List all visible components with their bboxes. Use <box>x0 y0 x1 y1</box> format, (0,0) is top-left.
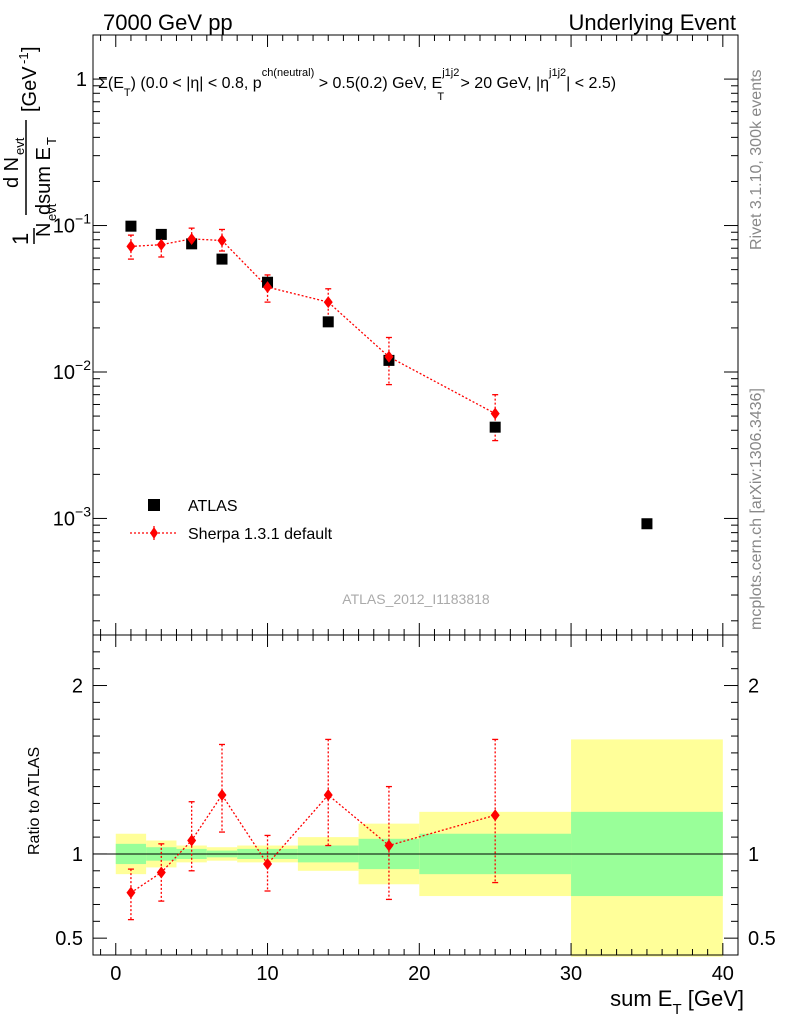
ratio-y-tick-label-right: 2 <box>748 676 759 698</box>
legend-sherpa-label: Sherpa 1.3.1 default <box>188 526 333 543</box>
top-y-tick-label: 10−2 <box>53 357 91 384</box>
sherpa-point <box>187 232 197 245</box>
ratio-axes: 0.5 0.51 12 20 10 20 30 40 <box>55 634 776 985</box>
svg-text:N: N <box>33 223 55 237</box>
ratio-y-tick-label-right: 1 <box>748 844 759 866</box>
top-data <box>125 220 653 530</box>
ratio-sherpa-point <box>156 866 166 879</box>
svg-text:dsum E: dsum E <box>33 147 55 215</box>
ratio-y-tick-label-left: 2 <box>72 676 83 698</box>
ratio-sherpa-point <box>187 834 197 847</box>
sherpa-point <box>217 234 227 247</box>
ratio-sherpa-point <box>384 839 394 852</box>
legend-atlas-marker <box>148 499 160 511</box>
ratio-sherpa-point <box>126 886 136 899</box>
svg-text:-1: -1 <box>16 52 31 64</box>
legend-sherpa-marker <box>150 527 158 539</box>
header-right: Underlying Event <box>568 10 736 35</box>
ratio-ylabel: Ratio to ATLAS <box>26 747 43 855</box>
top-frame <box>92 34 739 636</box>
atlas-point <box>322 316 334 328</box>
x-tick-label: 10 <box>256 963 278 985</box>
ratio-y-tick-label-right: 0.5 <box>748 928 776 950</box>
atlas-point <box>155 228 167 240</box>
x-axis-label: sum ET [GeV] <box>610 986 744 1018</box>
ratio-sherpa-line <box>130 793 496 894</box>
ratio-data <box>126 738 500 921</box>
sherpa-line <box>130 238 496 415</box>
x-tick-label: 30 <box>560 963 582 985</box>
atlas-point <box>216 253 228 265</box>
svg-text:d N: d N <box>1 157 23 188</box>
x-tick-label: 40 <box>712 963 734 985</box>
ratio-sherpa-point <box>490 809 500 822</box>
atlas-point <box>641 518 653 530</box>
sherpa-point <box>263 281 273 294</box>
ratio-sherpa-point <box>263 858 273 871</box>
top-axes: 1 10−1 10−2 10−3 <box>53 34 739 636</box>
svg-text:evt: evt <box>44 203 59 221</box>
legend: ATLAS Sherpa 1.3.1 default <box>130 498 333 543</box>
sherpa-point <box>323 296 333 309</box>
ratio-y-tick-label-left: 1 <box>72 844 83 866</box>
svg-text:]: ] <box>19 46 41 52</box>
header-left: 7000 GeV pp <box>103 10 233 35</box>
sherpa-point <box>126 240 136 253</box>
rivet-label: Rivet 3.1.10, 300k events <box>748 69 765 250</box>
svg-text:evt: evt <box>12 137 27 155</box>
ratio-sherpa-point <box>323 789 333 801</box>
top-y-tick-label: 10−3 <box>53 503 91 530</box>
mcplots-label: mcplots.cern.ch [arXiv:1306.3436] <box>748 388 765 630</box>
atlas-point <box>125 220 137 232</box>
x-tick-label: 0 <box>110 963 121 985</box>
sherpa-point <box>156 238 166 251</box>
analysis-watermark: ATLAS_2012_I1183818 <box>342 591 490 607</box>
x-tick-label: 20 <box>408 963 430 985</box>
sherpa-point <box>384 350 394 363</box>
ratio-sherpa-point <box>217 789 227 801</box>
svg-text:1: 1 <box>8 233 33 245</box>
main-title: Σ(ET) (0.0 < |η| < 0.8, pch(neutral) > 0… <box>98 67 616 103</box>
sherpa-point <box>490 407 500 420</box>
svg-text:[GeV: [GeV <box>19 66 41 112</box>
legend-atlas-label: ATLAS <box>188 498 238 515</box>
top-y-tick-label: 10−1 <box>53 211 91 238</box>
ratio-y-tick-label-left: 0.5 <box>55 928 83 950</box>
ratio-frame <box>92 634 739 956</box>
atlas-point <box>489 421 501 433</box>
svg-text:T: T <box>44 137 59 145</box>
top-ylabel: 1 N evt d N evt dsum E T [GeV -1 ] <box>1 46 59 245</box>
top-y-tick-label: 1 <box>76 69 87 91</box>
ratio-bands <box>115 739 723 957</box>
